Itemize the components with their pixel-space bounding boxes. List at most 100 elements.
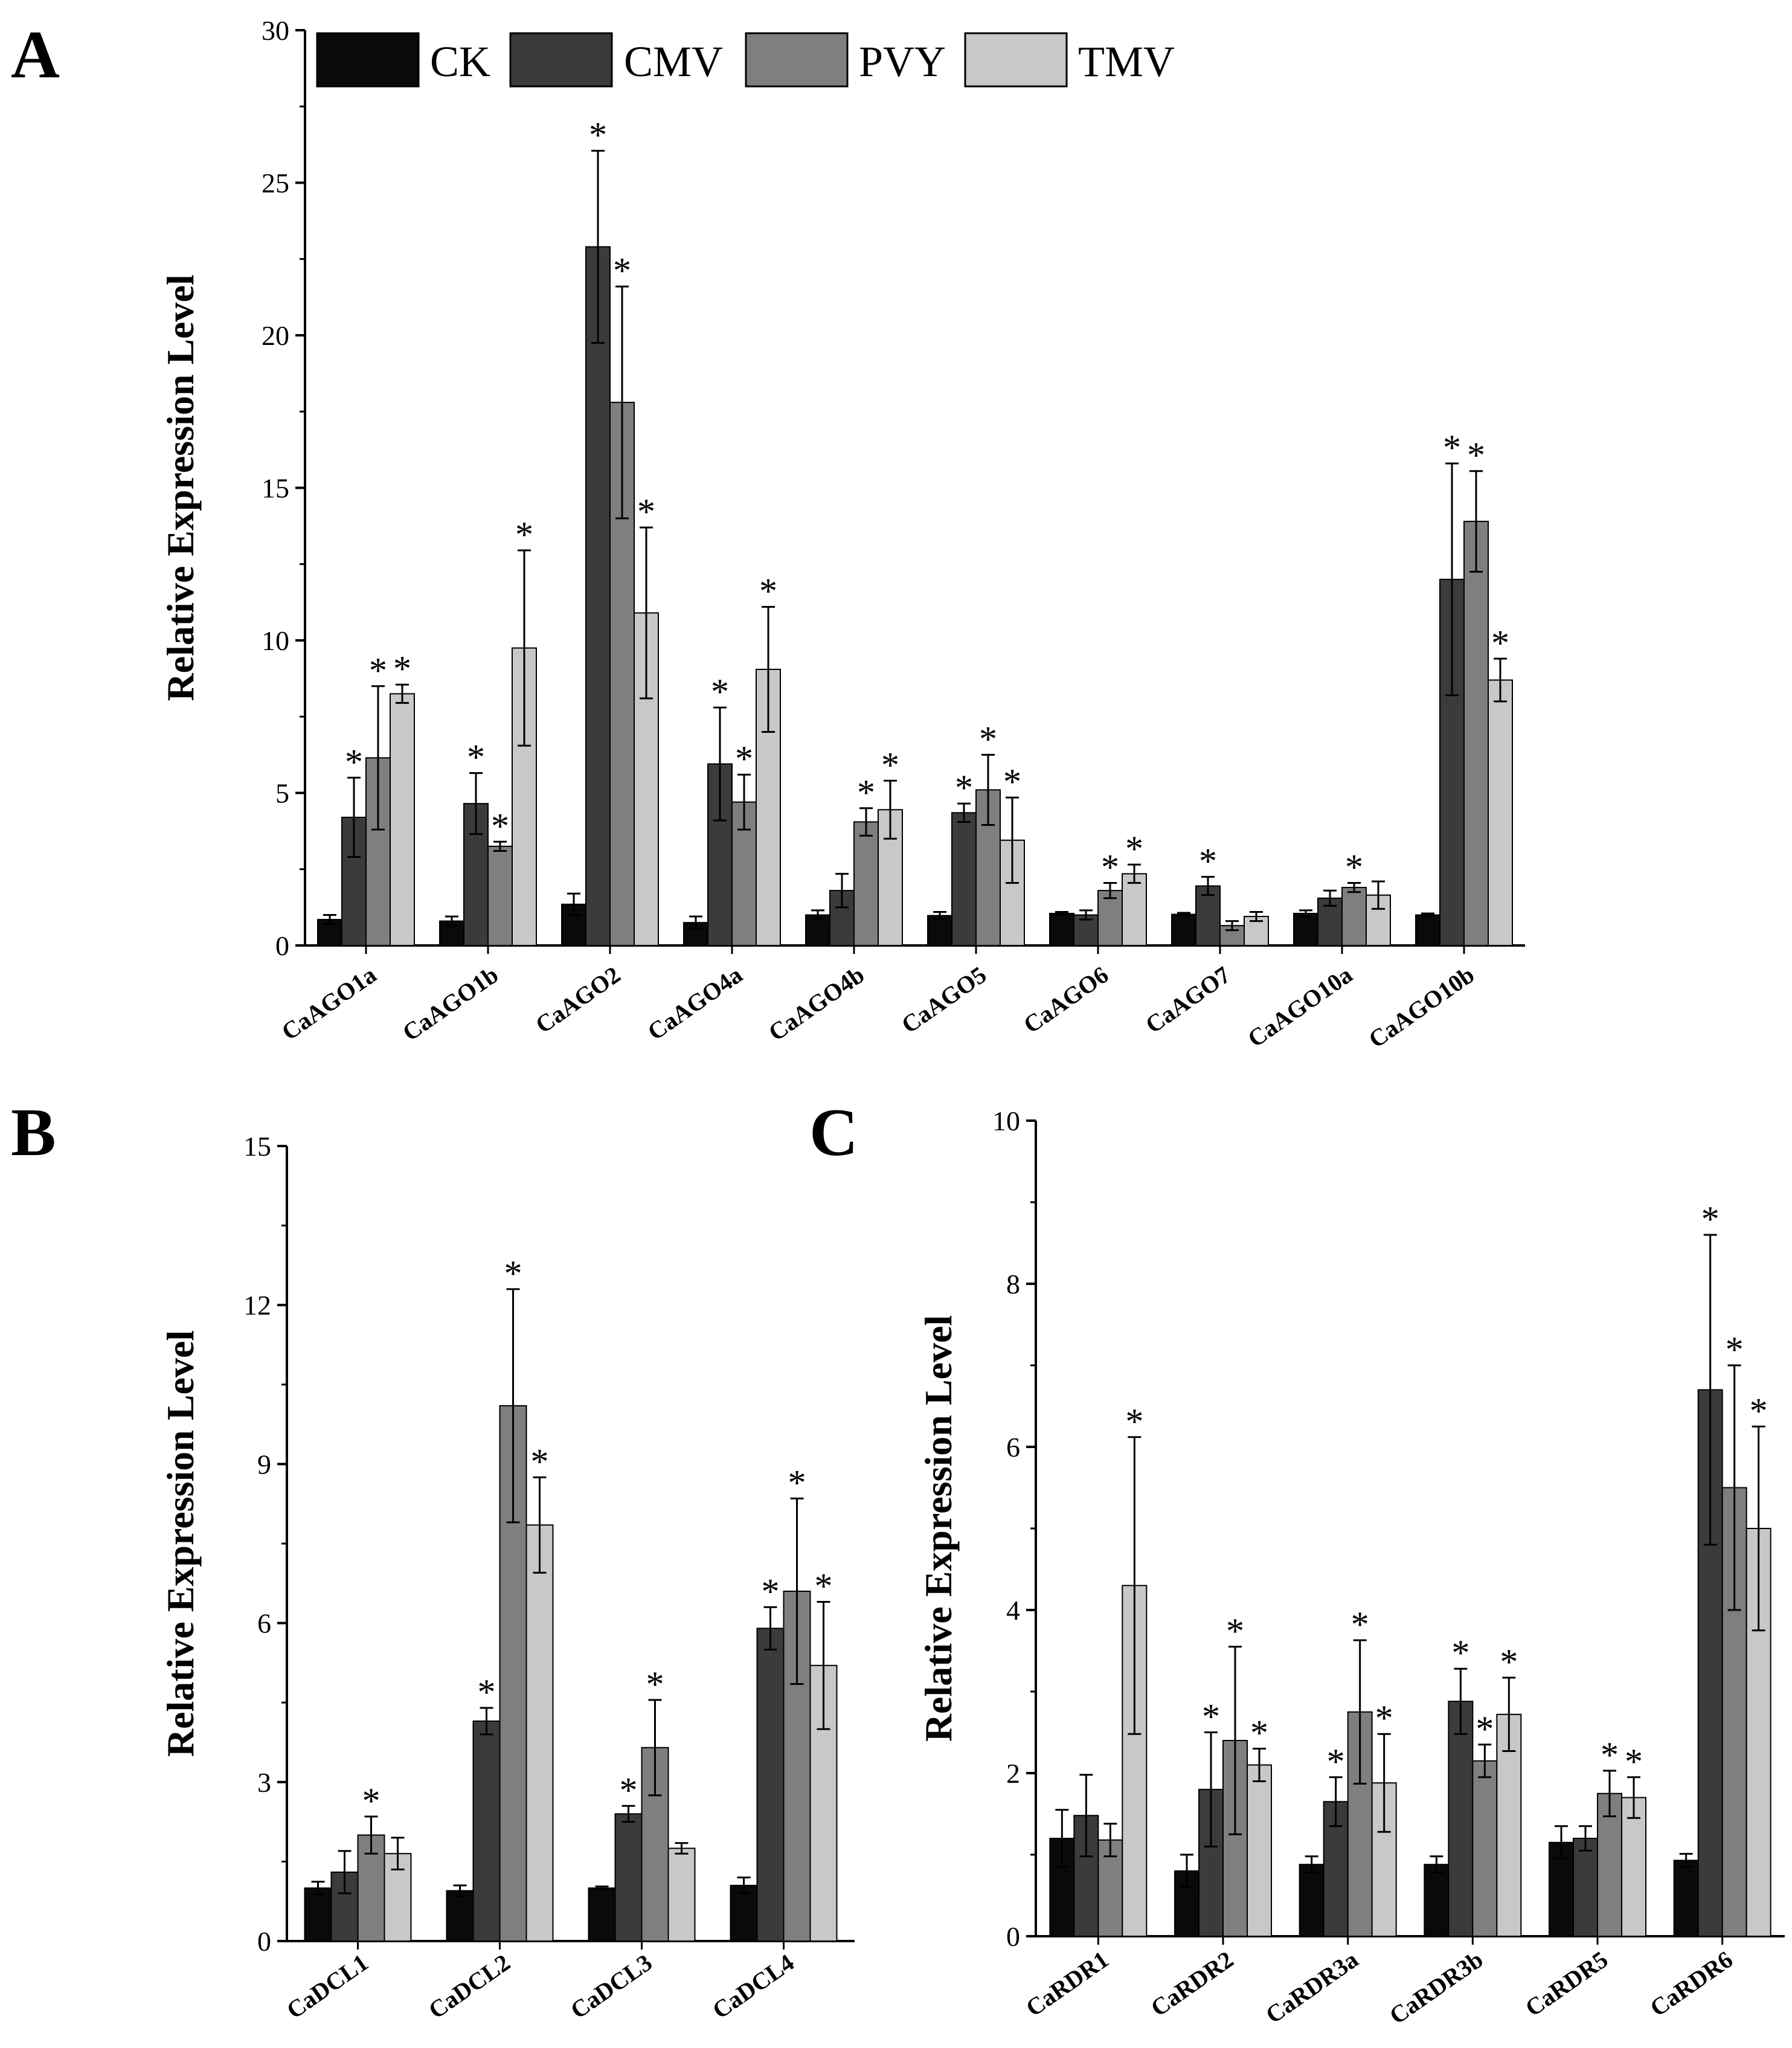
bar-b-CaDCL4-CMV	[756, 1628, 785, 1942]
bar-a-CaAGO4b-PVY	[853, 821, 879, 946]
significance-marker: *	[1345, 847, 1363, 887]
bar-a-CaAGO10b-TMV	[1488, 679, 1513, 947]
bar-b-CaDCL3-CMV	[614, 1813, 643, 1942]
x-tick-label: CaDCL4	[707, 1949, 798, 2024]
x-tick-label: CaAGO10a	[1243, 961, 1358, 1053]
significance-marker: *	[762, 1571, 780, 1611]
legend-label-tmv: TMV	[1078, 37, 1175, 86]
bar-a-CaAGO7-CK	[1171, 913, 1196, 946]
significance-marker: *	[1491, 623, 1509, 663]
significance-marker: *	[1327, 1742, 1345, 1782]
significance-marker: *	[1701, 1199, 1720, 1239]
significance-marker: *	[1467, 436, 1485, 475]
significance-marker: *	[788, 1463, 806, 1502]
bar-c-CaRDR3a-TMV	[1371, 1782, 1397, 1937]
x-tick-label: CaAGO5	[896, 961, 991, 1039]
significance-marker: *	[620, 1770, 638, 1810]
y-tick-label: 12	[243, 1290, 271, 1321]
bar-a-CaAGO10a-CK	[1293, 912, 1318, 946]
significance-marker: *	[1476, 1709, 1494, 1749]
y-axis-label: Relative Expression Level	[159, 1330, 202, 1757]
significance-marker: *	[711, 672, 729, 712]
significance-marker: *	[362, 1781, 381, 1821]
significance-marker: *	[735, 739, 753, 779]
x-tick-label: CaAGO1b	[397, 961, 503, 1046]
significance-marker: *	[1250, 1713, 1268, 1753]
bar-a-CaAGO6-CK	[1049, 912, 1074, 946]
significance-marker: *	[759, 571, 777, 611]
y-tick-label: 6	[257, 1608, 271, 1639]
x-tick-label: CaAGO6	[1018, 961, 1113, 1039]
legend-swatch-pvy	[745, 32, 849, 88]
y-axis-label: Relative Expression Level	[159, 274, 202, 701]
significance-marker: *	[1601, 1735, 1619, 1775]
y-tick-label: 20	[262, 320, 289, 351]
significance-marker: *	[1726, 1330, 1744, 1370]
panel-b: B 0 3 6 9 12 15 Relative Expression Level * CaDC…	[11, 1095, 855, 2024]
significance-marker: *	[613, 251, 631, 291]
significance-marker: *	[1226, 1611, 1244, 1651]
significance-marker: *	[857, 773, 875, 813]
bar-b-CaDCL3-CK	[588, 1887, 616, 1942]
x-tick-label: CaRDR6	[1645, 1946, 1738, 2022]
significance-marker: *	[815, 1567, 833, 1606]
significance-marker: *	[1750, 1391, 1768, 1431]
significance-marker: *	[646, 1664, 664, 1704]
significance-marker: *	[955, 768, 973, 808]
significance-marker: *	[491, 806, 509, 846]
y-tick-label: 0	[1006, 1921, 1020, 1952]
x-tick-label: CaAGO4b	[763, 961, 869, 1046]
bar-a-CaAGO6-TMV	[1122, 873, 1147, 946]
y-tick-label: 8	[1006, 1269, 1020, 1299]
y-tick-label: 2	[1006, 1758, 1020, 1789]
y-axis-label: Relative Expression Level	[917, 1315, 960, 1742]
significance-marker: *	[1199, 841, 1217, 881]
significance-marker: *	[369, 651, 387, 691]
significance-marker: *	[1125, 829, 1143, 869]
y-tick-label: 10	[262, 625, 289, 656]
bar-a-CaAGO2-CMV	[585, 246, 611, 946]
y-tick-label: 0	[257, 1926, 271, 1957]
y-tick-label: 4	[1006, 1595, 1020, 1626]
x-tick-label: CaRDR2	[1146, 1946, 1238, 2022]
bar-b-CaDCL2-CK	[446, 1890, 474, 1942]
y-tick-label: 30	[262, 15, 289, 46]
panel-a-letter: A	[11, 18, 60, 92]
y-tick-label: 0	[275, 930, 289, 961]
bar-c-CaRDR3a-CK	[1299, 1864, 1325, 1937]
significance-marker: *	[1003, 762, 1021, 802]
significance-marker: *	[531, 1441, 549, 1481]
bar-b-CaDCL2-TMV	[525, 1524, 554, 1942]
significance-marker: *	[1202, 1697, 1220, 1737]
significance-marker: *	[1351, 1605, 1369, 1644]
bar-a-CaAGO6-PVY	[1097, 890, 1123, 946]
significance-marker: *	[1451, 1633, 1469, 1673]
bar-a-CaAGO1b-PVY	[487, 845, 513, 946]
y-tick-label: 9	[257, 1449, 271, 1480]
significance-marker: *	[1375, 1698, 1393, 1738]
bar-c-CaRDR2-TMV	[1247, 1764, 1272, 1937]
significance-marker: *	[393, 649, 411, 689]
significance-marker: *	[467, 738, 485, 778]
x-tick-label: CaRDR5	[1520, 1946, 1613, 2022]
bar-a-CaAGO5-CMV	[951, 812, 977, 946]
x-tick-label: CaRDR3b	[1384, 1946, 1488, 2030]
significance-marker: *	[478, 1672, 496, 1712]
bar-b-CaDCL4-CK	[730, 1884, 758, 1942]
y-tick-label: 5	[275, 778, 289, 809]
significance-marker: *	[881, 745, 899, 785]
bar-a-CaAGO1a-TMV	[390, 693, 415, 946]
x-tick-label: CaAGO2	[530, 961, 625, 1039]
legend-label-ck: CK	[430, 37, 490, 86]
significance-marker: *	[504, 1254, 522, 1293]
significance-marker: *	[345, 742, 363, 782]
y-tick-label: 6	[1006, 1432, 1020, 1463]
bar-b-CaDCL2-CMV	[472, 1720, 501, 1942]
significance-marker: *	[637, 492, 655, 532]
y-tick-label: 15	[262, 473, 289, 504]
legend-swatch-cmv	[509, 32, 613, 88]
x-tick-label: CaRDR1	[1021, 1946, 1113, 2022]
bar-a-CaAGO10a-PVY	[1341, 887, 1367, 947]
legend-swatch-ck	[316, 32, 420, 88]
panel-a: A 0 5 10 15 20 25 30 Relative Expression Level *…	[11, 15, 1525, 1053]
